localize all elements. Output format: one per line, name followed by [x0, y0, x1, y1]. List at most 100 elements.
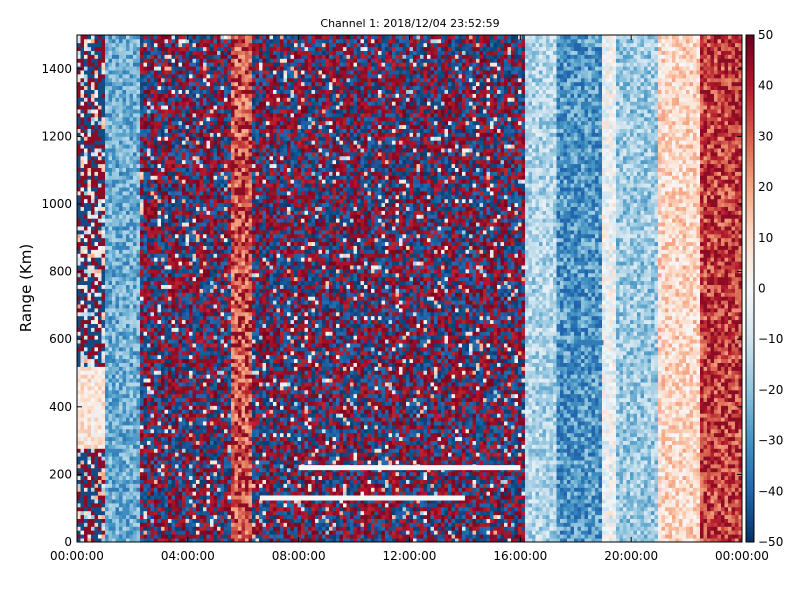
heatmap-cell: [101, 54, 106, 59]
heatmap-cell: [80, 432, 85, 438]
heatmap-cell: [143, 350, 148, 356]
heatmap-cell: [171, 167, 176, 172]
heatmap-cell: [154, 467, 158, 473]
heatmap-cell: [147, 140, 151, 145]
heatmap-cell: [161, 467, 165, 473]
heatmap-cell: [126, 230, 130, 235]
heatmap-cell: [150, 159, 155, 165]
heatmap-cell: [122, 354, 127, 360]
heatmap-cell: [175, 292, 179, 297]
heatmap-cell: [185, 144, 190, 149]
heatmap-cell: [129, 374, 134, 379]
heatmap-cell: [87, 425, 92, 430]
heatmap-cell: [150, 475, 155, 480]
heatmap-cell: [203, 171, 207, 176]
heatmap-cell: [91, 440, 95, 445]
heatmap-cell: [108, 315, 113, 321]
heatmap-cell: [122, 187, 127, 192]
heatmap-cell: [133, 436, 137, 441]
heatmap-cell: [168, 77, 172, 83]
heatmap-cell: [133, 448, 137, 453]
heatmap-cell: [182, 518, 186, 523]
heatmap-cell: [206, 514, 211, 519]
heatmap-cell: [150, 261, 155, 266]
heatmap-cell: [136, 335, 141, 340]
heatmap-cell: [94, 315, 99, 321]
heatmap-cell: [192, 230, 197, 235]
heatmap-cell: [133, 206, 137, 211]
heatmap-cell: [77, 292, 81, 297]
heatmap-cell: [150, 202, 155, 207]
heatmap-cell: [199, 292, 204, 297]
heatmap-cell: [175, 167, 179, 172]
heatmap-cell: [143, 280, 148, 285]
heatmap-cell: [161, 81, 165, 87]
heatmap-cell: [136, 116, 141, 122]
heatmap-cell: [168, 128, 172, 133]
heatmap-cell: [112, 304, 116, 309]
heatmap-cell: [115, 222, 120, 227]
heatmap-cell: [157, 366, 162, 371]
heatmap-cell: [185, 327, 190, 332]
heatmap-cell: [129, 327, 134, 332]
heatmap-cell: [196, 214, 200, 219]
heatmap-cell: [161, 534, 165, 539]
heatmap-cell: [105, 350, 109, 356]
heatmap-cell: [91, 366, 95, 371]
heatmap-cell: [80, 167, 85, 172]
heatmap-cell: [122, 89, 127, 94]
heatmap-cell: [133, 214, 137, 219]
heatmap-cell: [108, 382, 113, 387]
heatmap-cell: [210, 499, 214, 504]
heatmap-cell: [157, 81, 162, 87]
heatmap-cell: [206, 280, 211, 285]
heatmap-cell: [115, 272, 120, 278]
heatmap-cell: [196, 50, 200, 55]
heatmap-cell: [122, 62, 127, 67]
heatmap-cell: [140, 444, 144, 449]
heatmap-cell: [189, 335, 193, 340]
heatmap-cell: [157, 460, 162, 465]
heatmap-cell: [87, 120, 92, 126]
heatmap-cell: [171, 308, 176, 313]
heatmap-cell: [115, 319, 120, 324]
heatmap-cell: [105, 339, 109, 344]
heatmap-cell: [105, 38, 109, 44]
heatmap-cell: [136, 464, 141, 469]
heatmap-cell: [136, 257, 141, 262]
heatmap-cell: [192, 276, 197, 282]
heatmap-cell: [154, 347, 158, 352]
heatmap-cell: [175, 308, 179, 313]
heatmap-cell: [189, 140, 193, 145]
heatmap-cell: [150, 38, 155, 44]
heatmap-cell: [182, 222, 186, 227]
heatmap-cell: [185, 194, 190, 200]
heatmap-cell: [105, 136, 109, 141]
heatmap-cell: [175, 202, 179, 207]
heatmap-cell: [84, 218, 88, 223]
heatmap-cell: [140, 159, 144, 165]
heatmap-cell: [112, 194, 116, 200]
heatmap-cell: [105, 514, 109, 519]
heatmap-cell: [101, 140, 106, 145]
heatmap-cell: [185, 319, 190, 324]
heatmap-cell: [140, 113, 144, 118]
heatmap-cell: [206, 350, 211, 356]
heatmap-cell: [129, 495, 134, 500]
heatmap-cell: [122, 284, 127, 289]
heatmap-cell: [126, 124, 130, 129]
heatmap-cell: [175, 432, 179, 438]
heatmap-cell: [203, 292, 207, 297]
heatmap-cell: [119, 288, 123, 293]
heatmap-cell: [112, 175, 116, 180]
heatmap-cell: [150, 66, 155, 71]
heatmap-cell: [101, 389, 106, 395]
heatmap-cell: [105, 366, 109, 371]
heatmap-cell: [112, 417, 116, 422]
heatmap-cell: [84, 471, 88, 477]
heatmap-cell: [105, 440, 109, 445]
heatmap-cell: [84, 382, 88, 387]
heatmap-cell: [140, 214, 144, 219]
heatmap-cell: [168, 210, 172, 215]
heatmap-cell: [91, 249, 95, 254]
